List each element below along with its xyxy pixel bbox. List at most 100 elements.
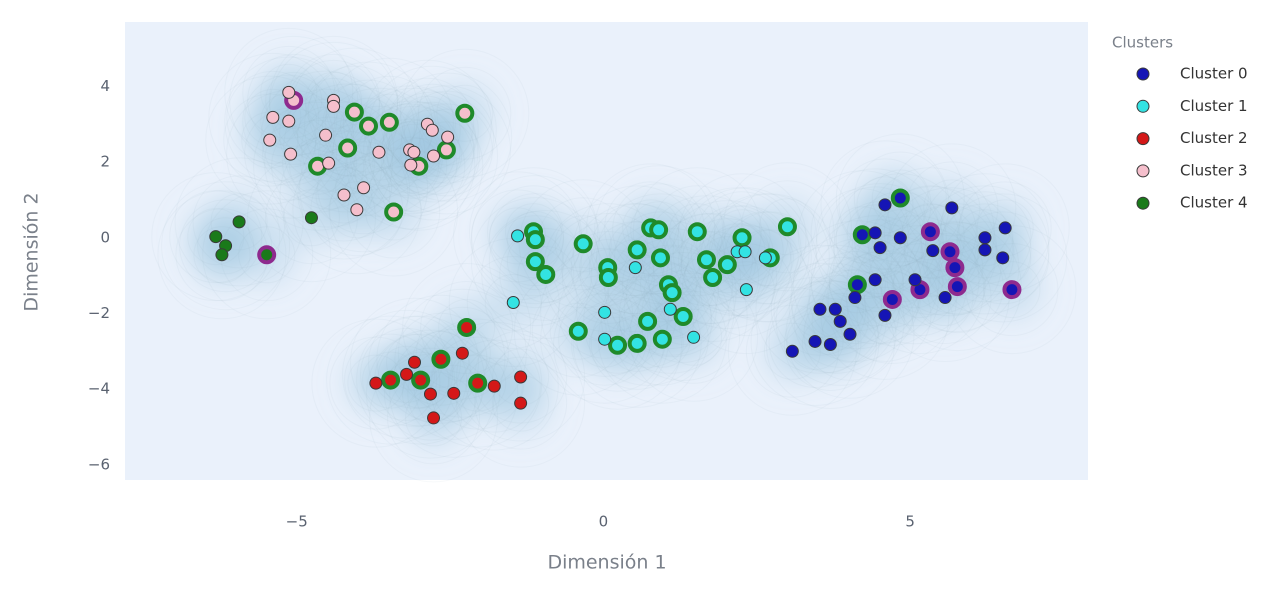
point — [878, 198, 892, 212]
contour — [174, 157, 304, 287]
point — [357, 181, 371, 195]
point — [384, 202, 404, 222]
contour — [474, 356, 568, 450]
point — [344, 102, 364, 122]
contour — [643, 264, 701, 322]
point — [536, 264, 556, 284]
contour — [271, 119, 365, 213]
contour — [226, 70, 320, 164]
contour — [465, 357, 523, 415]
contour — [601, 274, 695, 368]
contour — [892, 222, 1022, 352]
contour — [387, 109, 481, 203]
contour — [618, 251, 748, 381]
contour — [549, 302, 607, 360]
contour — [402, 262, 532, 392]
contour — [681, 225, 811, 355]
contour — [471, 189, 565, 283]
y-tick-label: 2 — [100, 153, 110, 171]
contour — [449, 354, 507, 412]
x-tick-label: −5 — [286, 513, 308, 531]
point — [945, 201, 959, 215]
contour — [713, 209, 771, 267]
contour — [607, 228, 737, 358]
contour — [891, 261, 949, 319]
point — [920, 222, 940, 242]
point — [304, 211, 318, 225]
contour — [382, 136, 440, 194]
contour — [698, 205, 792, 299]
contour — [958, 181, 1052, 275]
contour — [305, 71, 363, 129]
legend: Cluster 0 Cluster 1 Cluster 2 Cluster 3 Clus… — [1136, 65, 1248, 212]
contour — [466, 255, 560, 349]
contour — [956, 209, 1014, 267]
contour — [436, 84, 494, 142]
contour — [389, 328, 519, 458]
contour — [282, 116, 376, 210]
point — [739, 283, 753, 297]
point — [808, 334, 822, 348]
contour — [347, 165, 441, 259]
point — [327, 99, 341, 113]
contour — [187, 208, 245, 266]
point — [823, 337, 837, 351]
point — [514, 370, 528, 384]
contour — [570, 203, 700, 333]
contour — [765, 279, 895, 409]
contour — [908, 221, 1002, 315]
contour — [863, 270, 921, 328]
contour — [553, 280, 683, 410]
point — [441, 130, 455, 144]
contour — [365, 329, 495, 459]
point — [455, 346, 469, 360]
contour — [470, 197, 600, 327]
contour — [677, 173, 807, 303]
contour — [845, 252, 939, 346]
legend-label: Cluster 0 — [1180, 65, 1248, 83]
contour — [317, 141, 411, 235]
contour — [354, 101, 484, 231]
point — [908, 273, 922, 287]
contour — [398, 95, 456, 153]
point — [998, 221, 1012, 235]
contour — [718, 211, 812, 305]
point — [337, 188, 351, 202]
point — [215, 248, 229, 262]
contour — [429, 321, 559, 451]
contour — [332, 105, 426, 199]
contour — [554, 215, 612, 273]
contour — [365, 183, 423, 241]
legend-label: Cluster 3 — [1180, 161, 1248, 179]
x-tick-label: 0 — [599, 513, 609, 531]
contour — [346, 100, 476, 230]
point — [687, 222, 707, 242]
contour — [420, 280, 514, 374]
point — [404, 158, 418, 172]
contour — [594, 165, 724, 295]
contour — [750, 276, 880, 406]
contour — [785, 269, 915, 399]
point — [813, 302, 827, 316]
point — [663, 302, 677, 316]
contour — [419, 108, 477, 166]
point — [873, 241, 887, 255]
point — [455, 103, 475, 123]
contour — [415, 306, 509, 400]
contour — [648, 212, 778, 342]
point — [381, 370, 401, 390]
contour — [622, 199, 680, 257]
contour — [399, 103, 493, 197]
point — [758, 251, 772, 265]
contour — [350, 297, 480, 427]
contour — [269, 41, 399, 171]
point — [673, 306, 693, 326]
contour — [531, 284, 625, 378]
point — [506, 295, 520, 309]
contour — [342, 309, 472, 439]
point — [407, 145, 421, 159]
point — [978, 243, 992, 257]
y-tick-label: −2 — [88, 304, 110, 322]
contour — [938, 193, 1068, 323]
point — [431, 349, 451, 369]
